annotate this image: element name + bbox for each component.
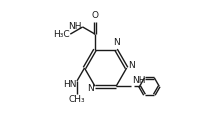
Text: NH: NH (132, 76, 145, 85)
Text: N: N (128, 61, 135, 70)
Text: HN: HN (63, 80, 76, 89)
Text: NH: NH (69, 22, 82, 31)
Text: H₃C: H₃C (53, 30, 70, 39)
Text: CH₃: CH₃ (69, 95, 85, 104)
Text: O: O (91, 11, 99, 20)
Text: N: N (113, 38, 120, 47)
Text: N: N (87, 84, 94, 93)
